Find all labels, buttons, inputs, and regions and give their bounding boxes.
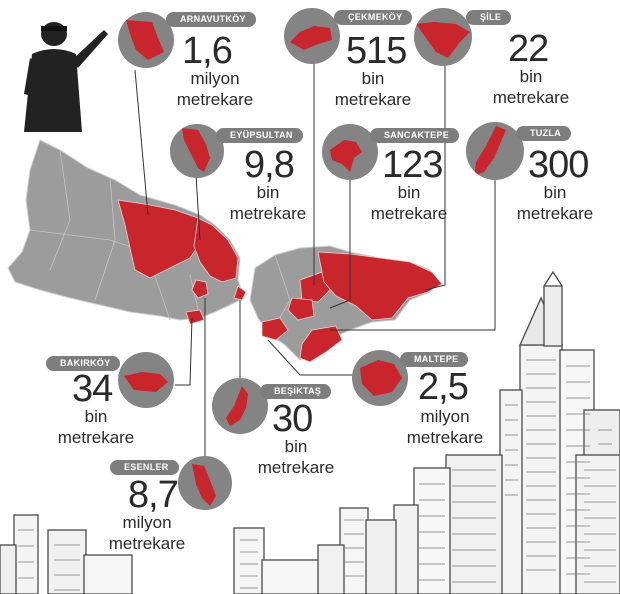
district-unit-bakirkoy: bin metrekare bbox=[57, 407, 135, 447]
district-name-eyupsultan: EYÜPSULTAN bbox=[216, 128, 303, 143]
district-thumb-arnavutkoy bbox=[118, 12, 174, 68]
map-eyupsultan bbox=[193, 217, 239, 283]
district-thumb-tuzla bbox=[466, 122, 524, 180]
map-cekmekoy bbox=[299, 271, 331, 303]
district-unit-arnavutkoy: milyon metrekare bbox=[176, 69, 254, 109]
district-value-maltepe: 2,5 bbox=[418, 366, 469, 408]
district-name-bakirkoy: BAKIRKÖY bbox=[46, 356, 121, 371]
district-value-tuzla: 300 bbox=[528, 144, 589, 186]
armed-soldier-silhouette-icon bbox=[24, 22, 108, 132]
district-thumb-maltepe bbox=[352, 350, 408, 406]
map-sancaktepe bbox=[287, 297, 315, 321]
district-value-esenler: 8,7 bbox=[128, 474, 179, 516]
district-value-besiktas: 30 bbox=[272, 398, 313, 440]
map-esenler bbox=[191, 279, 209, 299]
district-name-maltepe: MALTEPE bbox=[400, 352, 469, 367]
district-unit-besiktas: bin metrekare bbox=[257, 437, 335, 477]
map-maltepe bbox=[261, 317, 289, 341]
district-thumb-bakirkoy bbox=[118, 352, 174, 408]
district-thumb-esenler bbox=[178, 456, 232, 510]
district-unit-sancaktepe: bin metrekare bbox=[370, 183, 448, 223]
district-unit-sile: bin metrekare bbox=[492, 67, 570, 107]
district-unit-eyupsultan: bin metrekare bbox=[229, 183, 307, 223]
district-unit-esenler: milyon metrekare bbox=[108, 513, 186, 553]
district-thumb-sancaktepe bbox=[322, 124, 378, 180]
map-sile bbox=[317, 251, 443, 321]
district-thumb-sile bbox=[414, 8, 472, 66]
map-besiktas bbox=[233, 285, 247, 301]
district-unit-tuzla: bin metrekare bbox=[516, 183, 594, 223]
district-value-sancaktepe: 123 bbox=[382, 144, 443, 186]
district-thumb-besiktas bbox=[212, 378, 268, 434]
district-name-esenler: ESENLER bbox=[110, 460, 179, 475]
map-arnavutkoy bbox=[117, 199, 203, 279]
district-value-bakirkoy: 34 bbox=[72, 368, 113, 410]
district-name-cekmekoy: ÇEKMEKÖY bbox=[334, 10, 413, 25]
district-unit-maltepe: milyon metrekare bbox=[406, 407, 484, 447]
district-value-eyupsultan: 9,8 bbox=[244, 144, 295, 186]
district-thumb-eyupsultan bbox=[170, 124, 224, 178]
district-value-arnavutkoy: 1,6 bbox=[182, 30, 233, 72]
district-name-arnavutkoy: ARNAVUTKÖY bbox=[166, 12, 256, 27]
district-thumb-cekmekoy bbox=[284, 8, 340, 64]
district-unit-cekmekoy: bin metrekare bbox=[334, 69, 412, 109]
district-value-cekmekoy: 515 bbox=[346, 30, 407, 72]
district-name-sancaktepe: SANCAKTEPE bbox=[370, 128, 460, 143]
district-value-sile: 22 bbox=[508, 28, 549, 70]
map-tuzla bbox=[299, 325, 343, 363]
district-name-tuzla: TUZLA bbox=[516, 126, 571, 141]
map-bakirkoy bbox=[185, 309, 205, 325]
district-name-besiktas: BEŞİKTAŞ bbox=[260, 384, 332, 399]
district-name-sile: ŞİLE bbox=[466, 10, 512, 25]
